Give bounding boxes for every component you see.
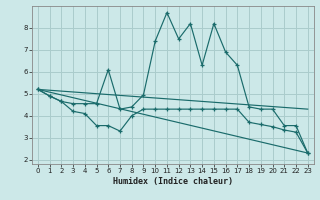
X-axis label: Humidex (Indice chaleur): Humidex (Indice chaleur) bbox=[113, 177, 233, 186]
